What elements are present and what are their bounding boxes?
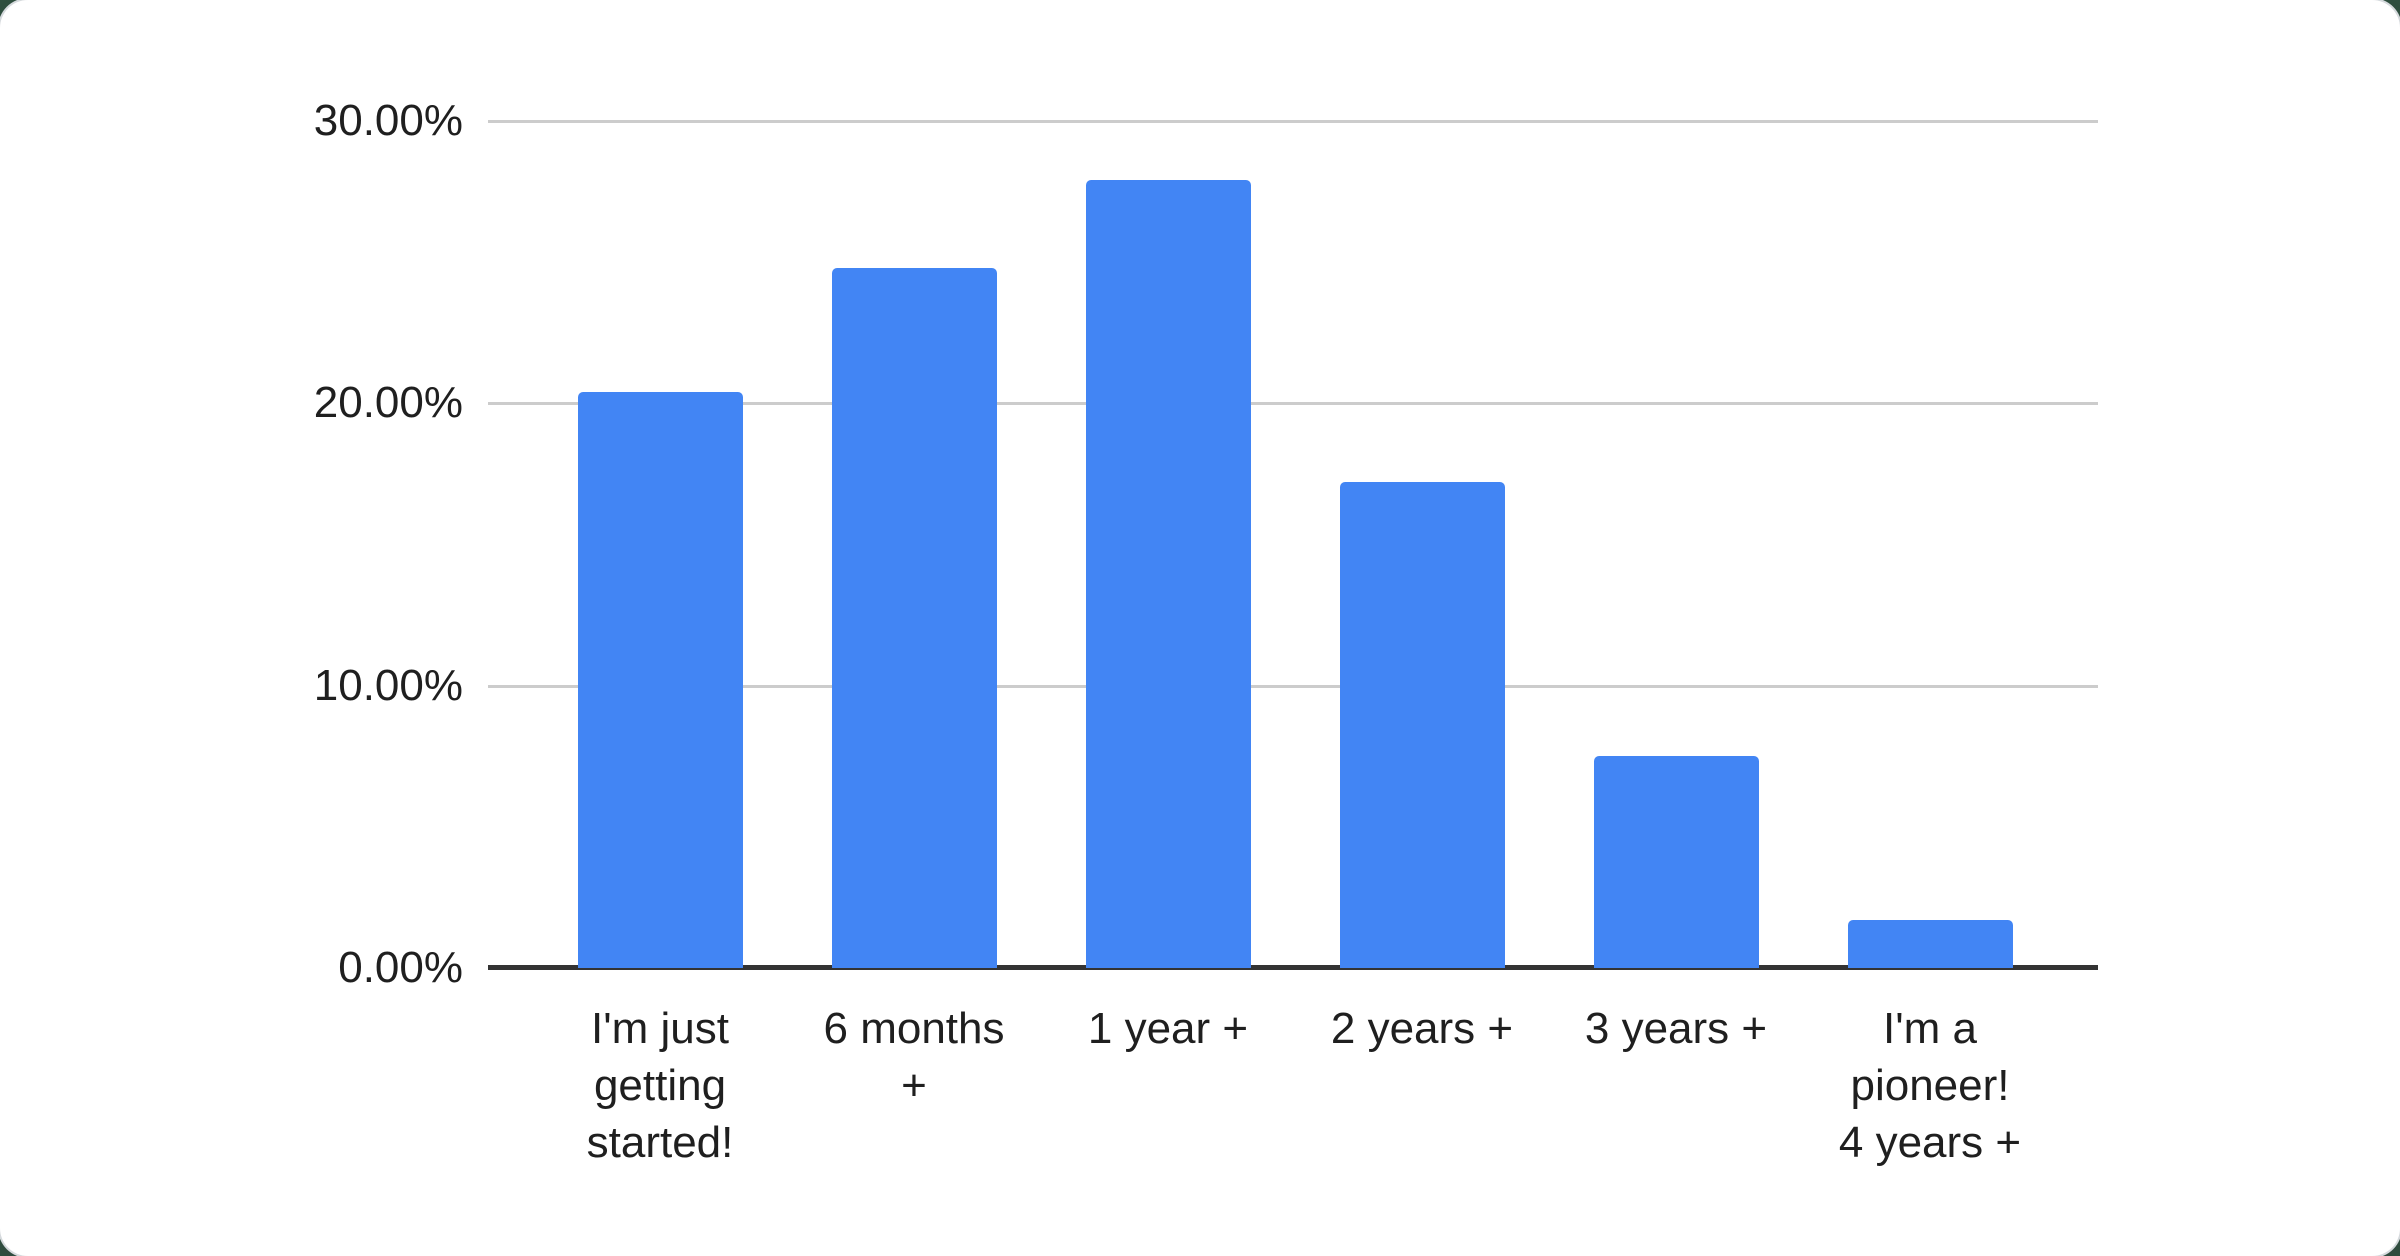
y-axis-tick-label: 20.00% — [313, 378, 463, 428]
x-axis-category-label-line: 2 years + — [1330, 1004, 1514, 1053]
y-axis-tick-label: 10.00% — [313, 660, 463, 710]
bar-2-years[interactable] — [1339, 482, 1505, 968]
x-axis-category-label-line: + — [901, 1061, 927, 1110]
bar-i-m-just-getting-started[interactable] — [577, 392, 743, 968]
x-axis-line — [488, 965, 2098, 970]
bar-i-m-a-pioneer-4-years[interactable] — [1847, 920, 2013, 968]
x-axis-category-label: 3 years + — [1536, 1000, 1816, 1057]
y-axis-tick-label: 0.00% — [338, 943, 463, 992]
gridline-30-percent — [488, 120, 2098, 123]
x-axis-category-label: 1 year + — [1028, 1000, 1308, 1057]
x-axis-category-label-line: 4 years + — [1838, 1118, 2022, 1167]
x-axis-category-label-line: 6 months — [823, 1004, 1005, 1053]
x-axis-category-label-line: pioneer! — [1850, 1061, 2010, 1110]
x-axis-category-label: I'm a pioneer! 4 years + — [1790, 1000, 2070, 1171]
x-axis-category-label-line: I'm a — [1883, 1004, 1977, 1053]
gridline-10-percent — [488, 684, 2098, 688]
x-axis-category-label-line: 3 years + — [1584, 1004, 1768, 1053]
x-axis-category-label-line: getting — [593, 1061, 727, 1110]
x-axis-category-label: 2 years + — [1282, 1000, 1562, 1057]
x-axis-category-label: 6 months + — [774, 1000, 1054, 1114]
x-axis-category-label-line: 1 year + — [1087, 1004, 1249, 1053]
bar-3-years[interactable] — [1593, 756, 1759, 968]
bar-6-months[interactable] — [831, 267, 997, 968]
plot-area: 0.00% 10.00% 20.00% 30.00% I'm just getting st… — [314, 99, 2098, 1167]
gridline-20-percent — [488, 402, 2098, 406]
y-axis-tick-label: 30.00% — [313, 96, 463, 145]
bar-1-year[interactable] — [1085, 180, 1251, 968]
x-axis-category-label: I'm just getting started! — [520, 1000, 800, 1171]
x-axis-category-label-line: started! — [586, 1118, 734, 1167]
x-axis-category-label-line: I'm just — [591, 1004, 729, 1053]
